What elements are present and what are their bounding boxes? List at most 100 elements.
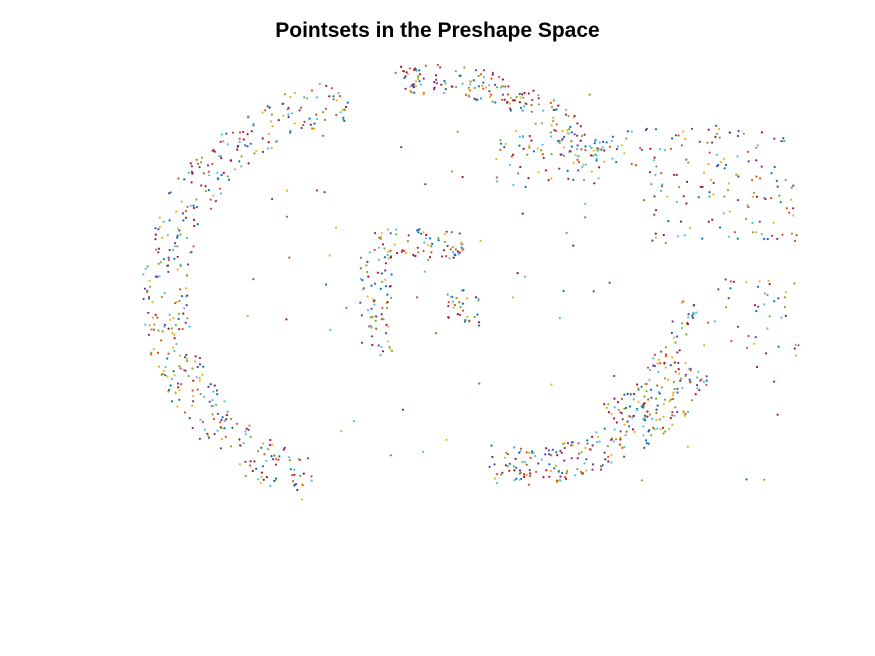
scatter-point bbox=[153, 323, 156, 326]
scatter-point bbox=[167, 352, 170, 355]
scatter-point bbox=[190, 251, 193, 254]
scatter-point bbox=[300, 498, 304, 501]
scatter-point bbox=[615, 438, 618, 441]
scatter-point bbox=[548, 475, 551, 478]
scatter-point bbox=[615, 161, 618, 164]
scatter-point bbox=[770, 172, 773, 175]
scatter-point bbox=[683, 234, 686, 237]
scatter-point bbox=[513, 99, 517, 102]
scatter-point bbox=[253, 460, 256, 463]
scatter-point bbox=[642, 425, 645, 428]
scatter-point bbox=[244, 475, 247, 478]
scatter-point bbox=[410, 91, 413, 94]
scatter-point bbox=[461, 175, 464, 179]
scatter-point bbox=[491, 71, 494, 74]
scatter-point bbox=[221, 133, 224, 136]
scatter-point bbox=[544, 169, 548, 172]
scatter-point bbox=[385, 332, 388, 335]
scatter-point bbox=[178, 398, 181, 401]
scatter-point bbox=[183, 411, 186, 414]
scatter-point bbox=[456, 130, 459, 133]
scatter-point bbox=[185, 353, 188, 356]
scatter-point bbox=[664, 430, 667, 433]
scatter-point bbox=[450, 85, 453, 88]
scatter-point bbox=[282, 114, 285, 117]
scatter-point bbox=[793, 347, 796, 350]
scatter-point bbox=[581, 165, 584, 169]
scatter-point bbox=[367, 275, 370, 278]
scatter-point bbox=[697, 196, 700, 199]
scatter-point bbox=[531, 98, 534, 101]
scatter-point bbox=[541, 143, 544, 146]
scatter-point bbox=[231, 426, 234, 429]
scatter-point bbox=[751, 195, 754, 198]
scatter-point bbox=[625, 137, 628, 140]
scatter-point bbox=[674, 370, 677, 373]
scatter-point bbox=[287, 113, 290, 116]
scatter-point bbox=[580, 148, 583, 151]
scatter-point bbox=[390, 349, 394, 352]
scatter-point bbox=[499, 86, 503, 89]
scatter-point bbox=[552, 99, 556, 102]
scatter-point bbox=[444, 82, 447, 85]
scatter-point bbox=[615, 421, 618, 424]
scatter-point bbox=[260, 476, 263, 479]
scatter-point bbox=[637, 400, 640, 403]
scatter-point bbox=[522, 96, 525, 99]
scatter-point bbox=[676, 335, 679, 338]
scatter-point bbox=[220, 157, 223, 160]
scatter-point bbox=[275, 458, 278, 461]
scatter-point bbox=[585, 458, 588, 461]
scatter-point bbox=[755, 310, 758, 313]
scatter-point bbox=[663, 398, 667, 401]
scatter-point bbox=[680, 377, 683, 380]
scatter-point bbox=[220, 418, 223, 421]
scatter-point bbox=[242, 442, 245, 445]
scatter-point bbox=[477, 297, 480, 300]
scatter-point bbox=[430, 245, 433, 248]
scatter-point bbox=[170, 377, 173, 380]
scatter-point bbox=[705, 375, 708, 378]
scatter-point bbox=[177, 312, 180, 315]
scatter-point bbox=[166, 375, 169, 378]
scatter-point bbox=[238, 140, 241, 143]
scatter-point bbox=[745, 217, 748, 220]
scatter-point bbox=[219, 447, 222, 450]
scatter-point bbox=[691, 316, 695, 319]
scatter-point bbox=[777, 345, 780, 348]
scatter-point bbox=[359, 256, 363, 259]
scatter-point bbox=[572, 244, 575, 247]
scatter-point bbox=[249, 464, 252, 467]
scatter-point bbox=[389, 285, 392, 288]
scatter-point bbox=[569, 125, 572, 128]
scatter-point bbox=[163, 323, 166, 326]
scatter-point bbox=[676, 351, 679, 354]
scatter-point bbox=[729, 287, 732, 290]
scatter-point bbox=[584, 202, 587, 205]
scatter-point bbox=[289, 95, 292, 98]
scatter-point bbox=[532, 451, 535, 455]
scatter-point bbox=[667, 220, 670, 223]
scatter-point bbox=[328, 95, 331, 98]
scatter-point bbox=[196, 223, 199, 226]
scatter-point bbox=[361, 341, 364, 344]
scatter-point bbox=[156, 316, 159, 319]
scatter-point bbox=[699, 185, 702, 188]
scatter-point bbox=[513, 479, 516, 482]
scatter-point bbox=[619, 438, 622, 441]
scatter-point bbox=[591, 444, 594, 447]
scatter-point bbox=[370, 326, 373, 329]
scatter-point bbox=[580, 134, 584, 138]
scatter-point bbox=[395, 228, 398, 231]
scatter-point bbox=[746, 346, 749, 349]
scatter-point bbox=[572, 161, 575, 164]
scatter-point bbox=[766, 327, 769, 330]
scatter-point bbox=[322, 111, 325, 114]
scatter-point bbox=[172, 370, 175, 373]
scatter-point bbox=[792, 184, 795, 187]
scatter-point bbox=[674, 406, 677, 409]
scatter-point bbox=[756, 365, 759, 369]
scatter-point bbox=[752, 191, 756, 194]
scatter-point bbox=[493, 477, 496, 480]
scatter-point bbox=[379, 237, 382, 240]
